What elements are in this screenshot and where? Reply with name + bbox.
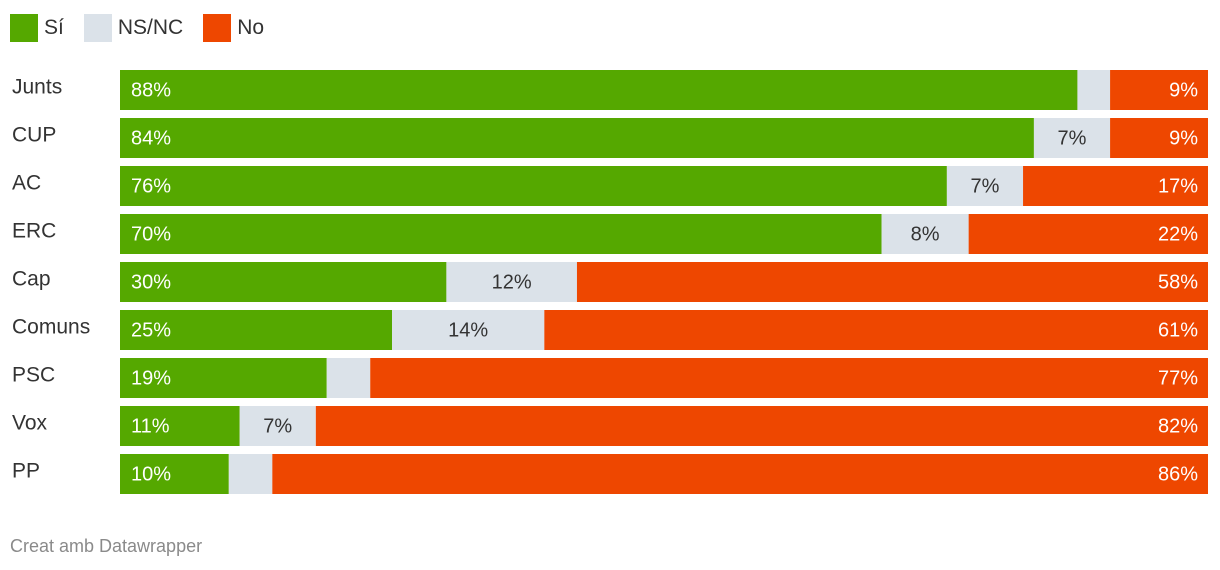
bar-nsnc-pp — [228, 454, 273, 494]
value-label-si-cup: 84% — [131, 127, 171, 149]
bar-si-comuns — [120, 310, 392, 350]
value-label-nsnc-vox: 7% — [263, 415, 292, 437]
value-label-nsnc-comuns: 14% — [448, 319, 488, 341]
bar-nsnc-junts — [1077, 70, 1111, 110]
bar-nsnc-comuns — [392, 310, 545, 350]
bar-nsnc-ac — [946, 166, 1024, 206]
legend-item-si: Sí — [10, 14, 64, 42]
bar-no-pp — [272, 454, 1208, 494]
category-label-ac: AC — [12, 172, 41, 195]
chart-legend: Sí NS/NC No — [10, 14, 284, 42]
bar-no-psc — [370, 358, 1208, 398]
legend-label-si: Sí — [44, 16, 64, 39]
category-label-erc: ERC — [12, 220, 56, 243]
value-label-nsnc-cap: 12% — [492, 271, 532, 293]
bar-nsnc-erc — [881, 214, 969, 254]
legend-label-no: No — [237, 16, 265, 39]
value-label-si-vox: 11% — [131, 415, 170, 437]
value-label-no-erc: 22% — [1158, 223, 1198, 245]
category-label-comuns: Comuns — [12, 316, 90, 339]
bar-no-erc — [968, 214, 1208, 254]
category-label-psc: PSC — [12, 364, 55, 387]
bar-si-vox — [120, 406, 240, 446]
category-label-cap: Cap — [12, 268, 51, 291]
value-label-no-pp: 86% — [1158, 463, 1198, 485]
legend-label-nsnc: NS/NC — [117, 16, 184, 39]
bar-si-pp — [120, 454, 229, 494]
value-label-si-junts: 88% — [131, 79, 171, 101]
value-label-no-ac: 17% — [1158, 175, 1198, 197]
bar-nsnc-psc — [326, 358, 371, 398]
category-label-vox: Vox — [12, 412, 48, 435]
value-label-no-cap: 58% — [1158, 271, 1198, 293]
bar-nsnc-cup — [1033, 118, 1111, 158]
value-label-si-psc: 19% — [131, 367, 171, 389]
bar-no-vox — [315, 406, 1209, 446]
category-label-cup: CUP — [12, 124, 56, 147]
value-label-nsnc-ac: 7% — [971, 175, 1000, 197]
bar-si-junts — [120, 70, 1078, 110]
footer-credit: Creat amb Datawrapper — [10, 536, 203, 556]
legend-swatch-si — [10, 14, 38, 42]
legend-swatch-no — [203, 14, 232, 42]
category-label-pp: PP — [12, 460, 40, 483]
bar-nsnc-cap — [446, 262, 577, 302]
legend-item-no: No — [203, 14, 264, 42]
bar-no-cup — [1110, 118, 1208, 158]
value-label-si-pp: 10% — [131, 463, 171, 485]
bar-si-cap — [120, 262, 447, 302]
bar-no-ac — [1023, 166, 1208, 206]
value-label-no-comuns: 61% — [1158, 319, 1198, 341]
legend-swatch-nsnc — [83, 14, 112, 42]
bar-no-cap — [576, 262, 1208, 302]
value-label-nsnc-cup: 7% — [1058, 127, 1087, 149]
bar-nsnc-vox — [239, 406, 316, 446]
value-label-si-erc: 70% — [131, 223, 171, 245]
value-label-no-cup: 9% — [1169, 127, 1198, 149]
stacked-bar-chart: Junts 88% 9% CUP 84% 7% 9% AC 76% 7% 17% ERC 70% 8% 22… — [12, 70, 1209, 494]
value-label-no-vox: 82% — [1158, 415, 1198, 437]
value-label-si-ac: 76% — [131, 175, 171, 197]
value-label-no-psc: 77% — [1158, 367, 1198, 389]
bar-si-cup — [120, 118, 1034, 158]
category-label-junts: Junts — [12, 76, 62, 99]
value-label-nsnc-erc: 8% — [911, 223, 940, 245]
value-label-si-cap: 30% — [131, 271, 171, 293]
bar-no-comuns — [544, 310, 1208, 350]
legend-item-nsnc: NS/NC — [83, 14, 184, 42]
value-label-si-comuns: 25% — [131, 319, 171, 341]
bar-si-erc — [120, 214, 882, 254]
bar-no-junts — [1110, 70, 1208, 110]
bar-si-ac — [120, 166, 947, 206]
bar-si-psc — [120, 358, 327, 398]
value-label-no-junts: 9% — [1169, 79, 1198, 101]
